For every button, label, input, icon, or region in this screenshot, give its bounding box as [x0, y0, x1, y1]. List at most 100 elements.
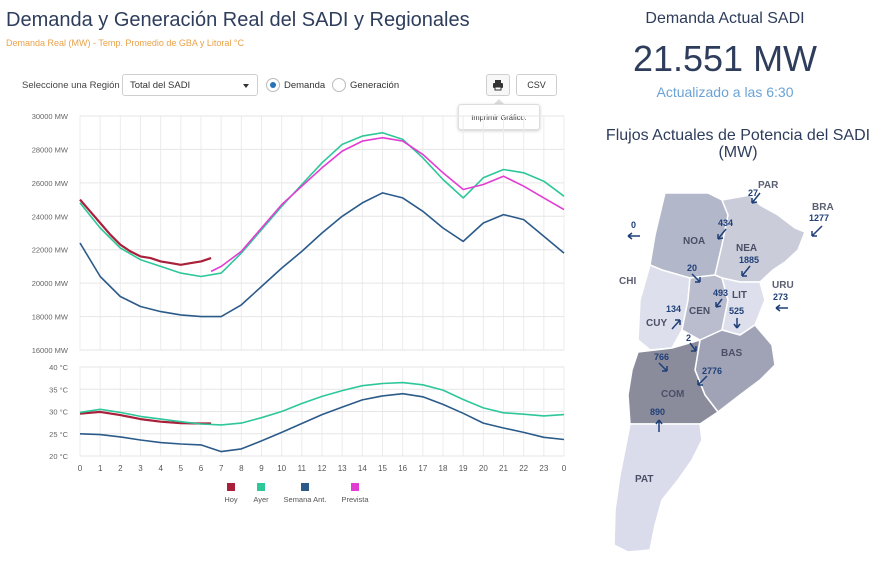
x-tick-label: 20 [479, 464, 488, 473]
x-tick-label: 7 [219, 464, 224, 473]
demand-y-tick-label: 22000 MW [32, 246, 69, 255]
flow-arrows [627, 192, 823, 432]
temp-y-tick-label: 35 °C [49, 385, 68, 394]
flow-value-com: 766 [654, 352, 669, 362]
region-label-noa: NOA [683, 236, 705, 247]
legend-swatch-prevista [351, 483, 359, 491]
neighbor-label-uru: URU [772, 280, 794, 291]
x-tick-label: 0 [562, 464, 567, 473]
region-select[interactable]: Total del SADI [122, 74, 258, 96]
radio-demanda[interactable] [266, 78, 280, 92]
flow-value-nea: 1885 [739, 255, 759, 265]
radio-demanda-label[interactable]: Demanda [284, 80, 326, 91]
x-tick-label: 21 [499, 464, 508, 473]
arrow-cen-bas-icon [689, 342, 697, 352]
x-tick-label: 22 [519, 464, 528, 473]
legend-swatch-semana-ant [301, 483, 309, 491]
kpi-title: Demanda Actual SADI [645, 10, 805, 27]
kpi-value: 21.551 MW [632, 38, 818, 79]
print-icon [493, 80, 503, 91]
x-tick-label: 12 [318, 464, 327, 473]
x-tick-label: 3 [138, 464, 143, 473]
arrow-nea-icon [741, 265, 751, 277]
demand-y-tick-label: 26000 MW [32, 179, 69, 188]
region-pat[interactable] [613, 423, 703, 553]
neighbor-label-par: PAR [758, 180, 779, 191]
demand-series-prevista [210, 136, 565, 273]
arrow-chi-icon [627, 232, 640, 240]
flow-value-par: 27 [748, 188, 758, 198]
legend-label-prevista: Prevista [341, 495, 369, 504]
legend-label-semana-ant: Semana Ant. [284, 495, 327, 504]
region-nea[interactable] [714, 194, 806, 283]
csv-button[interactable]: CSV [516, 74, 557, 96]
neighbor-label-chi: CHI [619, 276, 636, 287]
temp-series-semana-ant [79, 392, 565, 453]
x-tick-label: 0 [78, 464, 83, 473]
flow-value-bra: 1277 [809, 213, 829, 223]
x-tick-label: 13 [338, 464, 347, 473]
flow-value-noa-nea: 434 [718, 218, 733, 228]
flow-value-chi: 0 [631, 220, 636, 230]
arrow-par-icon [751, 192, 761, 204]
temp-y-tick-label: 30 °C [49, 408, 68, 417]
x-tick-label: 2 [118, 464, 123, 473]
demand-y-tick-label: 18000 MW [32, 313, 69, 322]
page-subtitle: Demanda Real (MW) - Temp. Promedio de GB… [6, 38, 245, 48]
x-tick-label: 18 [439, 464, 448, 473]
print-button[interactable] [486, 74, 510, 96]
demand-temperature-chart: 16000 MW 18000 MW 20000 MW 22000 MW 24000 MW… [32, 112, 567, 504]
print-tooltip: Imprimir Gráfico. [458, 104, 540, 130]
demand-y-tick-label: 20000 MW [32, 279, 69, 288]
demand-y-tick-label: 24000 MW [32, 212, 69, 221]
region-select-value: Total del SADI [130, 80, 191, 91]
legend-swatch-hoy [227, 483, 235, 491]
temp-series-ayer [79, 381, 565, 426]
flow-value-uru: 273 [773, 292, 788, 302]
demand-series-semana-ant [79, 192, 565, 318]
demand-series-ayer [79, 131, 565, 278]
region-cuy[interactable] [637, 263, 691, 351]
demand-series-hoy [79, 198, 212, 266]
tooltip-arrow [494, 99, 504, 104]
flow-value-lit: 493 [713, 288, 728, 298]
arrow-bas-com-icon [697, 375, 708, 386]
region-label-lit: LIT [732, 290, 747, 301]
region-label-pat: PAT [635, 474, 654, 485]
arrow-lit-bas-icon [733, 318, 741, 329]
flows-title: Flujos Actuales de Potencia del SADI (MW… [605, 127, 871, 161]
demand-y-tick-label: 28000 MW [32, 145, 69, 154]
region-label-com: COM [661, 389, 684, 400]
flow-value-pat: 890 [650, 407, 665, 417]
arrow-pat-icon [655, 419, 663, 432]
region-label-nea: NEA [736, 243, 757, 254]
region-label-cuy: CUY [646, 318, 667, 329]
flow-value-noa-cen: 20 [687, 263, 697, 273]
region-com[interactable] [627, 338, 720, 425]
arrow-lit-cen-icon [715, 298, 723, 308]
radio-generacion[interactable] [332, 78, 346, 92]
radio-generacion-label[interactable]: Generación [350, 80, 400, 91]
temp-y-tick-label: 25 °C [49, 430, 68, 439]
x-tick-label: 19 [459, 464, 468, 473]
region-label-bas: BAS [721, 348, 742, 359]
legend-swatch-ayer [257, 483, 265, 491]
x-tick-label: 8 [239, 464, 244, 473]
arrow-cuy-cen-icon [671, 319, 681, 330]
x-tick-label: 9 [259, 464, 264, 473]
x-tick-label: 1 [98, 464, 103, 473]
flow-value-lit-bas: 525 [729, 306, 744, 316]
temp-y-tick-label: 40 °C [49, 363, 68, 372]
flow-value-cuy: 134 [666, 304, 681, 314]
x-tick-label: 16 [398, 464, 407, 473]
x-tick-label: 11 [298, 464, 307, 473]
flow-value-cen-bas: 2 [686, 333, 691, 343]
demand-y-tick-label: 30000 MW [32, 112, 69, 121]
map-labels: NOA NEA CEN LIT CUY BAS COM PAT PAR BRA … [619, 180, 834, 485]
demand-y-tick-label: 16000 MW [32, 346, 69, 355]
region-label-cen: CEN [689, 306, 710, 317]
neighbor-label-bra: BRA [812, 202, 834, 213]
arrow-uru-icon [775, 304, 788, 312]
caret-down-icon [243, 84, 249, 88]
